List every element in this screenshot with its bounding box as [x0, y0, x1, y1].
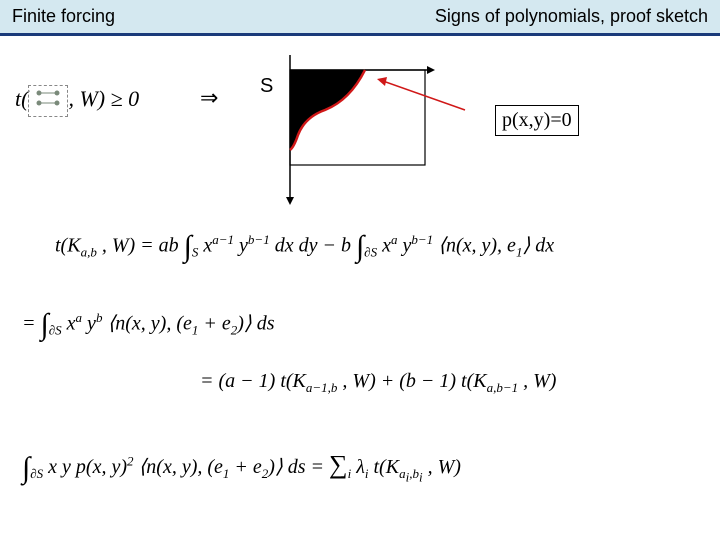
formula-line-1: t(Ka,b , W) = ab ∫S xa−1 yb−1 dx dy − b …: [55, 230, 554, 264]
diagram-row: t( , W) ≥ 0 ⇒ S p(x,y)=0: [0, 55, 720, 195]
formula-line-4: ∫∂S x y p(x, y)2 ⟨n(x, y), (e1 + e2)⟩ ds…: [22, 450, 461, 486]
formula-line-3: = (a − 1) t(Ka−1,b , W) + (b − 1) t(Ka,b…: [200, 370, 556, 396]
formula-line-2: = ∫∂S xa yb ⟨n(x, y), (e1 + e2)⟩ ds: [22, 308, 274, 342]
label-pxy-equation: p(x,y)=0: [495, 105, 579, 136]
t-rest: , W) ≥ 0: [68, 86, 139, 111]
region-diagram: [250, 55, 470, 205]
graph-box-icon: [28, 85, 68, 117]
formula-t-nonneg: t( , W) ≥ 0: [15, 85, 139, 117]
slide-header: Finite forcing Signs of polynomials, pro…: [0, 0, 720, 36]
header-right: Signs of polynomials, proof sketch: [435, 6, 708, 27]
header-left: Finite forcing: [12, 6, 115, 27]
t-open: t(: [15, 86, 28, 111]
implies-symbol: ⇒: [200, 85, 218, 111]
label-S: S: [260, 75, 273, 98]
